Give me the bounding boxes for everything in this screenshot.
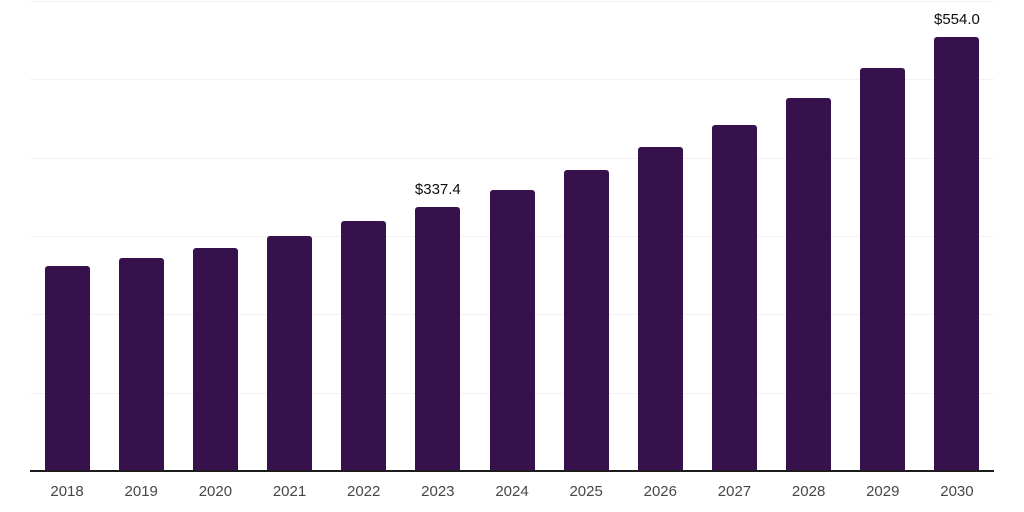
bar-2030 [934,37,980,471]
bar-2019 [118,257,164,471]
bar-2021 [267,236,313,471]
x-tick-2030: 2030 [940,483,974,500]
plot-area: $337.4 $554.0 [30,0,994,471]
x-tick-2027: 2027 [717,483,752,500]
x-tick-2018: 2018 [50,483,84,500]
x-tick-2021: 2021 [272,483,307,500]
x-tick-2020: 2020 [198,483,233,500]
bar-2025 [563,170,609,471]
x-tick-2024: 2024 [495,483,529,500]
bar-2020 [192,247,238,471]
bar-2026 [637,147,683,471]
gridline-600 [30,1,994,2]
x-axis-line [30,470,994,472]
x-tick-2029: 2029 [866,483,900,500]
x-axis-labels: 2018 2019 2020 2021 2022 2023 2024 2025 2026 2027… [30,483,994,503]
x-tick-2025: 2025 [569,483,603,500]
x-tick-2026: 2026 [643,483,677,500]
x-tick-2019: 2019 [124,483,158,500]
gridline-500 [30,79,994,81]
bar-2029 [860,68,906,471]
bar-2024 [489,189,535,471]
x-tick-2023: 2023 [421,483,455,500]
x-tick-2022: 2022 [347,483,381,500]
bar-2018 [44,265,90,471]
bar-2023 [415,206,461,471]
x-tick-2028: 2028 [791,483,826,500]
bar-2027 [711,124,757,471]
bar-2028 [786,98,832,471]
data-label-2030: $554.0 [933,11,980,29]
bar-2022 [341,221,387,471]
gridline-400 [30,157,994,159]
data-label-2023: $337.4 [414,180,461,198]
